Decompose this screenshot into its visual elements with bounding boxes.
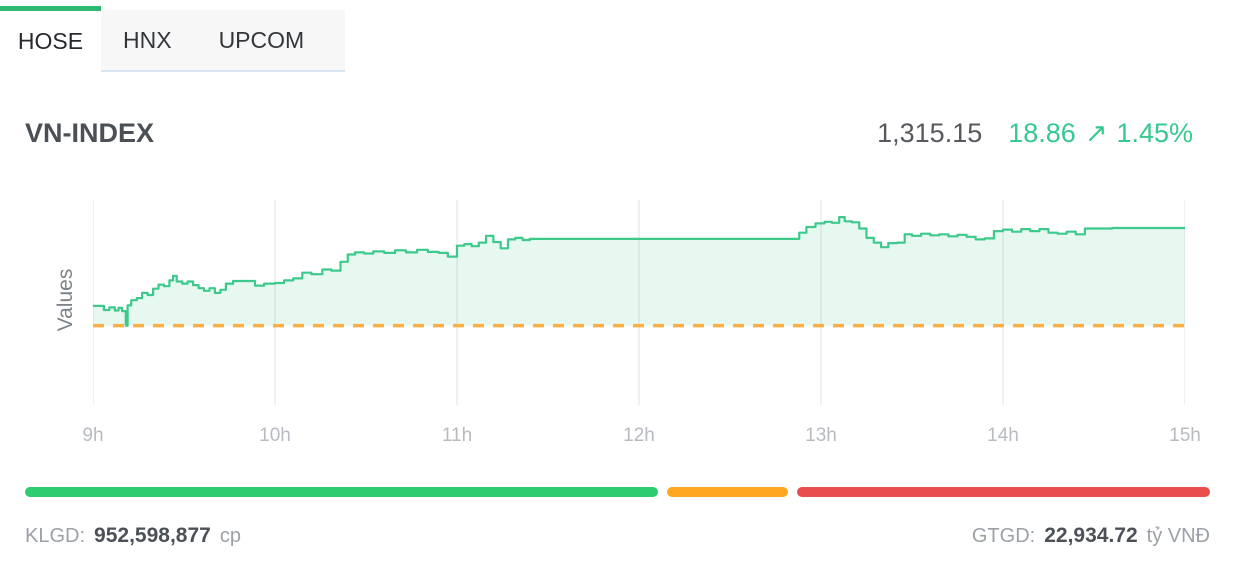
tab-hose[interactable]: HOSE (0, 6, 101, 72)
inactive-tab-group: HNX UPCOM (101, 10, 345, 72)
breadth-segment-advancing (25, 487, 658, 497)
volume-stat: KLGD: 952,598,877 cp (25, 524, 241, 548)
volume-label: KLGD: (25, 525, 86, 547)
intraday-chart[interactable] (93, 200, 1185, 405)
volume-value: 952,598,877 (94, 524, 211, 547)
x-axis-tick: 12h (623, 425, 655, 446)
turnover-label: GTGD: (971, 525, 1036, 547)
x-axis-tick: 10h (259, 425, 291, 446)
breadth-segment-declining (796, 487, 1210, 497)
turnover-stat: GTGD: 22,934.72 tỷ VNĐ (972, 524, 1210, 548)
y-axis-label: Values (54, 268, 77, 332)
index-change-percent: 1.45% (1116, 118, 1193, 148)
index-change-points: 18.86 (1008, 118, 1076, 148)
breadth-segment-unchanged (666, 487, 788, 497)
x-axis-tick: 15h (1169, 425, 1201, 446)
turnover-value: 22,934.72 (1044, 524, 1138, 547)
exchange-tabbar: HOSE HNX UPCOM (0, 6, 1239, 72)
index-change: 18.86 ↗ 1.45% (1008, 118, 1193, 149)
x-axis-tick: 13h (805, 425, 837, 446)
turnover-unit: tỷ VNĐ (1146, 525, 1210, 547)
tab-hose-label: HOSE (17, 28, 84, 54)
chart-canvas (93, 200, 1185, 405)
tab-hnx[interactable]: HNX (123, 26, 172, 53)
market-breadth-bar (25, 487, 1210, 497)
price-line (93, 216, 1185, 327)
up-arrow-icon: ↗ (1084, 118, 1108, 148)
index-quote: 1,315.15 18.86 ↗ 1.45% (877, 118, 1193, 149)
index-last-value: 1,315.15 (877, 118, 983, 148)
area-fill (93, 217, 1185, 326)
tab-upcom[interactable]: UPCOM (218, 26, 305, 53)
x-axis-tick: 14h (987, 425, 1019, 446)
x-axis-tick: 9h (82, 425, 104, 446)
index-header: VN-INDEX 1,315.15 18.86 ↗ 1.45% (0, 118, 1239, 158)
volume-unit: cp (219, 525, 241, 547)
x-axis: 9h 10h 11h 12h 13h 14h 15h (0, 425, 1239, 449)
index-name: VN-INDEX (25, 118, 155, 148)
x-axis-tick: 11h (441, 425, 473, 446)
